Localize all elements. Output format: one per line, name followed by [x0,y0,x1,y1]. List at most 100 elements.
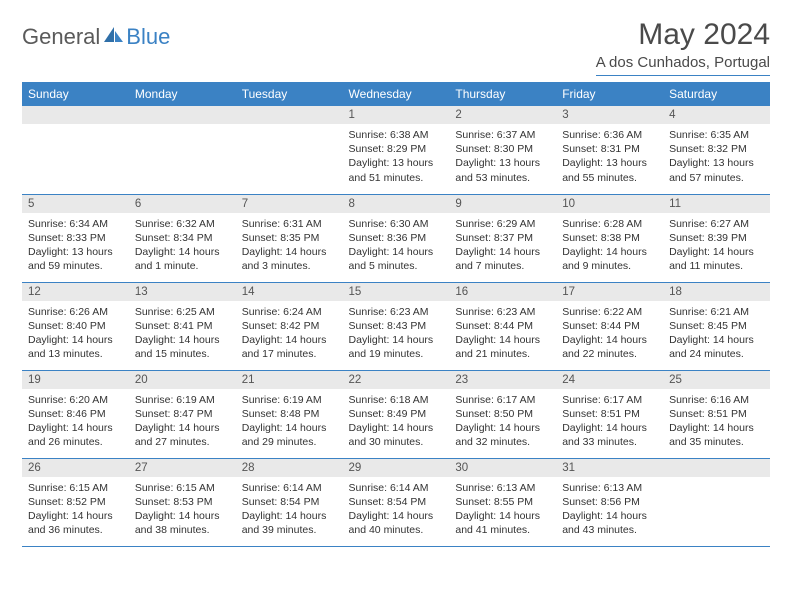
day-details [236,124,343,134]
calendar-week-row: 1Sunrise: 6:38 AMSunset: 8:29 PMDaylight… [22,106,770,194]
calendar-day-cell: 23Sunrise: 6:17 AMSunset: 8:50 PMDayligh… [449,370,556,458]
calendar-day-cell: 6Sunrise: 6:32 AMSunset: 8:34 PMDaylight… [129,194,236,282]
day-details: Sunrise: 6:26 AMSunset: 8:40 PMDaylight:… [22,301,129,368]
calendar-day-cell: 8Sunrise: 6:30 AMSunset: 8:36 PMDaylight… [343,194,450,282]
sunset-text: Sunset: 8:46 PM [28,407,123,421]
daylight-text: Daylight: 13 hours and 59 minutes. [28,245,123,273]
calendar-day-cell: 20Sunrise: 6:19 AMSunset: 8:47 PMDayligh… [129,370,236,458]
day-details [129,124,236,134]
weekday-header: Wednesday [343,82,450,106]
sunset-text: Sunset: 8:37 PM [455,231,550,245]
month-title: May 2024 [596,18,770,52]
day-number: 27 [129,459,236,477]
day-details: Sunrise: 6:25 AMSunset: 8:41 PMDaylight:… [129,301,236,368]
calendar-day-cell: 5Sunrise: 6:34 AMSunset: 8:33 PMDaylight… [22,194,129,282]
day-number: 4 [663,106,770,124]
calendar-day-cell: 30Sunrise: 6:13 AMSunset: 8:55 PMDayligh… [449,458,556,546]
day-number [663,459,770,477]
brand-part1: General [22,24,100,50]
brand-part2: Blue [126,24,170,50]
daylight-text: Daylight: 14 hours and 13 minutes. [28,333,123,361]
sunrise-text: Sunrise: 6:18 AM [349,393,444,407]
daylight-text: Daylight: 14 hours and 36 minutes. [28,509,123,537]
calendar-week-row: 26Sunrise: 6:15 AMSunset: 8:52 PMDayligh… [22,458,770,546]
sunset-text: Sunset: 8:35 PM [242,231,337,245]
day-number: 22 [343,371,450,389]
day-number: 28 [236,459,343,477]
sunset-text: Sunset: 8:53 PM [135,495,230,509]
day-number: 18 [663,283,770,301]
daylight-text: Daylight: 14 hours and 11 minutes. [669,245,764,273]
calendar-week-row: 5Sunrise: 6:34 AMSunset: 8:33 PMDaylight… [22,194,770,282]
sunrise-text: Sunrise: 6:13 AM [562,481,657,495]
daylight-text: Daylight: 14 hours and 5 minutes. [349,245,444,273]
calendar-day-cell: 12Sunrise: 6:26 AMSunset: 8:40 PMDayligh… [22,282,129,370]
sunrise-text: Sunrise: 6:24 AM [242,305,337,319]
day-number [22,106,129,124]
day-details: Sunrise: 6:30 AMSunset: 8:36 PMDaylight:… [343,213,450,280]
calendar-day-cell: 17Sunrise: 6:22 AMSunset: 8:44 PMDayligh… [556,282,663,370]
sunrise-text: Sunrise: 6:34 AM [28,217,123,231]
day-number: 30 [449,459,556,477]
day-details: Sunrise: 6:19 AMSunset: 8:47 PMDaylight:… [129,389,236,456]
day-number: 15 [343,283,450,301]
day-number: 14 [236,283,343,301]
calendar-day-cell: 14Sunrise: 6:24 AMSunset: 8:42 PMDayligh… [236,282,343,370]
sunset-text: Sunset: 8:52 PM [28,495,123,509]
day-number: 12 [22,283,129,301]
day-number: 26 [22,459,129,477]
sunset-text: Sunset: 8:44 PM [455,319,550,333]
day-details: Sunrise: 6:23 AMSunset: 8:44 PMDaylight:… [449,301,556,368]
sunset-text: Sunset: 8:51 PM [562,407,657,421]
day-details: Sunrise: 6:20 AMSunset: 8:46 PMDaylight:… [22,389,129,456]
calendar-week-row: 12Sunrise: 6:26 AMSunset: 8:40 PMDayligh… [22,282,770,370]
calendar-day-cell [663,458,770,546]
day-number: 2 [449,106,556,124]
daylight-text: Daylight: 14 hours and 27 minutes. [135,421,230,449]
sunrise-text: Sunrise: 6:38 AM [349,128,444,142]
day-details: Sunrise: 6:31 AMSunset: 8:35 PMDaylight:… [236,213,343,280]
sunrise-text: Sunrise: 6:15 AM [28,481,123,495]
sunset-text: Sunset: 8:48 PM [242,407,337,421]
daylight-text: Daylight: 14 hours and 7 minutes. [455,245,550,273]
weekday-header: Friday [556,82,663,106]
daylight-text: Daylight: 14 hours and 41 minutes. [455,509,550,537]
sunrise-text: Sunrise: 6:25 AM [135,305,230,319]
sunset-text: Sunset: 8:30 PM [455,142,550,156]
calendar-day-cell: 3Sunrise: 6:36 AMSunset: 8:31 PMDaylight… [556,106,663,194]
calendar-day-cell [129,106,236,194]
sunrise-text: Sunrise: 6:26 AM [28,305,123,319]
calendar-body: 1Sunrise: 6:38 AMSunset: 8:29 PMDaylight… [22,106,770,546]
weekday-header-row: SundayMondayTuesdayWednesdayThursdayFrid… [22,82,770,106]
daylight-text: Daylight: 14 hours and 24 minutes. [669,333,764,361]
calendar-day-cell: 25Sunrise: 6:16 AMSunset: 8:51 PMDayligh… [663,370,770,458]
daylight-text: Daylight: 14 hours and 40 minutes. [349,509,444,537]
day-details: Sunrise: 6:17 AMSunset: 8:50 PMDaylight:… [449,389,556,456]
sunrise-text: Sunrise: 6:29 AM [455,217,550,231]
day-details: Sunrise: 6:14 AMSunset: 8:54 PMDaylight:… [343,477,450,544]
sunrise-text: Sunrise: 6:32 AM [135,217,230,231]
sunset-text: Sunset: 8:49 PM [349,407,444,421]
sunrise-text: Sunrise: 6:19 AM [242,393,337,407]
sunset-text: Sunset: 8:42 PM [242,319,337,333]
calendar-day-cell: 22Sunrise: 6:18 AMSunset: 8:49 PMDayligh… [343,370,450,458]
daylight-text: Daylight: 14 hours and 26 minutes. [28,421,123,449]
daylight-text: Daylight: 14 hours and 21 minutes. [455,333,550,361]
daylight-text: Daylight: 14 hours and 32 minutes. [455,421,550,449]
day-details: Sunrise: 6:22 AMSunset: 8:44 PMDaylight:… [556,301,663,368]
day-number: 13 [129,283,236,301]
day-details [22,124,129,134]
day-details: Sunrise: 6:34 AMSunset: 8:33 PMDaylight:… [22,213,129,280]
day-details: Sunrise: 6:15 AMSunset: 8:53 PMDaylight:… [129,477,236,544]
day-details: Sunrise: 6:37 AMSunset: 8:30 PMDaylight:… [449,124,556,191]
calendar-day-cell: 15Sunrise: 6:23 AMSunset: 8:43 PMDayligh… [343,282,450,370]
title-block: May 2024 A dos Cunhados, Portugal [596,18,770,76]
day-details: Sunrise: 6:21 AMSunset: 8:45 PMDaylight:… [663,301,770,368]
sunrise-text: Sunrise: 6:36 AM [562,128,657,142]
logo-sail-icon [102,25,124,50]
day-details: Sunrise: 6:18 AMSunset: 8:49 PMDaylight:… [343,389,450,456]
daylight-text: Daylight: 14 hours and 9 minutes. [562,245,657,273]
sunset-text: Sunset: 8:54 PM [349,495,444,509]
day-details: Sunrise: 6:35 AMSunset: 8:32 PMDaylight:… [663,124,770,191]
day-details [663,477,770,487]
